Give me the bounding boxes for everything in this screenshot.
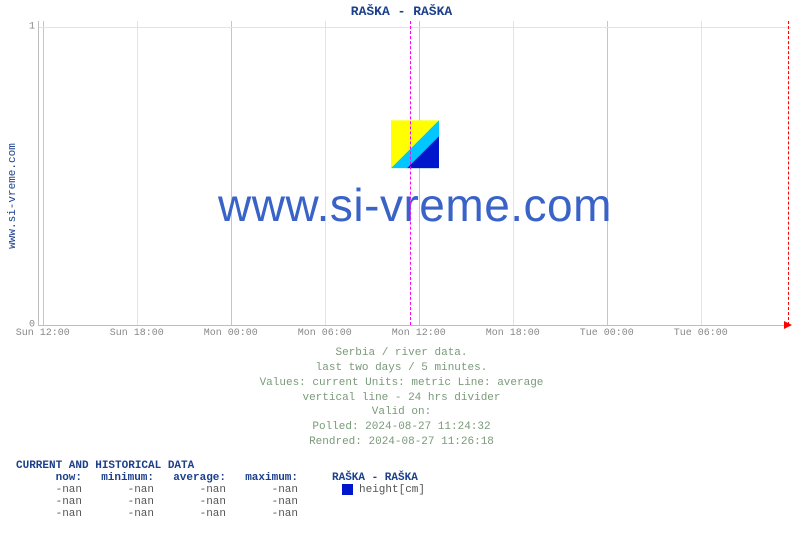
xtick-label: Mon 12:00 <box>392 325 446 339</box>
table-cell: -nan <box>88 508 160 520</box>
xtick-label: Mon 18:00 <box>486 325 540 339</box>
col-now: now: <box>16 472 88 484</box>
xtick-label: Sun 18:00 <box>110 325 164 339</box>
caption-line: last two days / 5 minutes. <box>0 361 803 376</box>
table-cell: -nan <box>16 484 88 496</box>
caption-line: vertical line - 24 hrs divider <box>0 391 803 406</box>
xtick-label: Sun 12:00 <box>16 325 70 339</box>
legend-label: height[cm] <box>359 484 425 496</box>
table-row: -nan-nan-nan-nan <box>16 508 803 520</box>
table-cell: -nan <box>232 484 304 496</box>
table-cell: -nan <box>232 496 304 508</box>
legend-swatch-icon <box>342 484 353 495</box>
table-cell: -nan <box>160 496 232 508</box>
y-axis-label: www.si-vreme.com <box>7 143 19 249</box>
xtick-label: Mon 06:00 <box>298 325 352 339</box>
xtick-label: Tue 06:00 <box>674 325 728 339</box>
table-cell: -nan <box>16 508 88 520</box>
chart-title: RAŠKA - RAŠKA <box>0 0 803 21</box>
gridline-v <box>607 21 608 325</box>
col-minimum: minimum: <box>88 472 160 484</box>
stats-table-title: CURRENT AND HISTORICAL DATA <box>16 460 803 472</box>
caption-line: Polled: 2024-08-27 11:24:32 <box>0 420 803 435</box>
stats-table-header-row: now: minimum: average: maximum: RAŠKA - … <box>16 472 803 484</box>
gridline-h <box>39 27 791 28</box>
legend-item: height[cm] <box>332 484 425 496</box>
table-row: -nan-nan-nan-nan <box>16 496 803 508</box>
chart-plot-area: www.si-vreme.com 01 Sun 12:00Sun 18:00Mo… <box>38 21 791 326</box>
end-marker-line <box>788 21 789 325</box>
caption-line: Serbia / river data. <box>0 346 803 361</box>
series-label: RAŠKA - RAŠKA <box>332 472 424 484</box>
table-cell: -nan <box>232 508 304 520</box>
gridline-v <box>137 21 138 325</box>
table-cell: -nan <box>88 484 160 496</box>
col-maximum: maximum: <box>232 472 304 484</box>
gridline-v <box>43 21 44 325</box>
xtick-label: Mon 00:00 <box>204 325 258 339</box>
gridline-v <box>513 21 514 325</box>
chart-caption: Serbia / river data.last two days / 5 mi… <box>0 346 803 450</box>
table-cell: -nan <box>88 496 160 508</box>
x-axis-arrow-icon <box>784 321 792 329</box>
table-cell: -nan <box>160 484 232 496</box>
caption-line: Rendred: 2024-08-27 11:26:18 <box>0 435 803 450</box>
table-cell: -nan <box>160 508 232 520</box>
table-row: -nan-nan-nan-nanheight[cm] <box>16 484 803 496</box>
divider-24h-line <box>410 21 411 325</box>
caption-line: Valid on: <box>0 405 803 420</box>
watermark-text: www.si-vreme.com <box>218 178 612 232</box>
gridline-v <box>419 21 420 325</box>
gridline-v <box>231 21 232 325</box>
y-axis-label-container: www.si-vreme.com <box>6 43 20 348</box>
watermark-logo-icon <box>391 120 439 168</box>
table-cell: -nan <box>16 496 88 508</box>
gridline-v <box>325 21 326 325</box>
xtick-label: Tue 00:00 <box>580 325 634 339</box>
stats-table: CURRENT AND HISTORICAL DATA now: minimum… <box>16 460 803 520</box>
col-average: average: <box>160 472 232 484</box>
gridline-v <box>701 21 702 325</box>
ytick-label: 1 <box>29 22 39 33</box>
caption-line: Values: current Units: metric Line: aver… <box>0 376 803 391</box>
